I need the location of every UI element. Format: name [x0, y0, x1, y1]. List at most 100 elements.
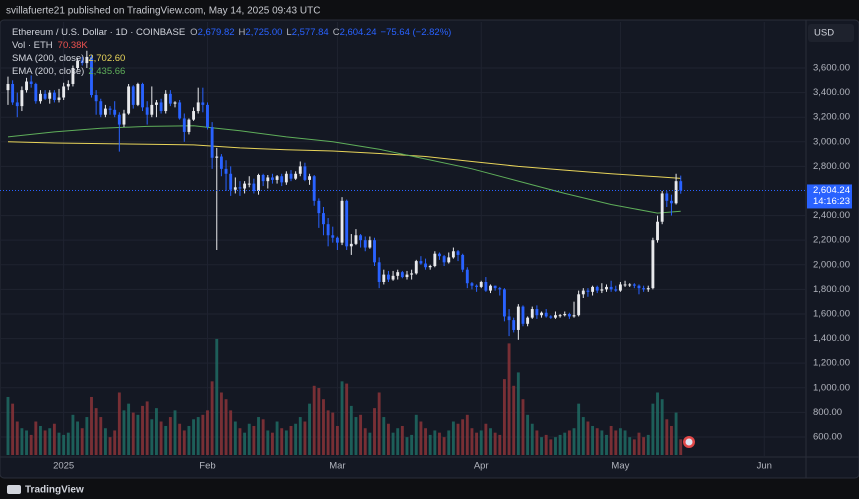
- volume-bar: [507, 343, 511, 455]
- currency[interactable]: USD: [814, 28, 834, 39]
- candle-body: [284, 173, 288, 183]
- candle-body: [331, 235, 335, 238]
- volume-bar: [164, 425, 168, 455]
- candle-body: [294, 173, 298, 179]
- candle-body: [322, 213, 325, 225]
- x-tick-label: May: [611, 461, 629, 472]
- volume-bar: [665, 419, 669, 455]
- candle-body: [461, 254, 465, 270]
- candle-body: [558, 315, 562, 317]
- y-tick-label: 1,600.00: [813, 308, 850, 319]
- legend-key: L: [286, 27, 291, 38]
- volume-bar: [549, 439, 553, 455]
- candle-body: [373, 240, 376, 263]
- candle-body: [136, 83, 140, 105]
- volume-bar: [391, 432, 395, 455]
- y-tick-label: 2,400.00: [813, 210, 850, 221]
- candle-body: [507, 316, 511, 321]
- candle-body: [609, 286, 613, 290]
- candle-body: [475, 285, 479, 287]
- candle-body: [150, 104, 154, 115]
- candle-body: [442, 256, 446, 263]
- volume-bar: [85, 417, 89, 455]
- volume-bar: [15, 421, 19, 455]
- candle-body: [206, 104, 209, 128]
- volume-bar: [465, 414, 469, 455]
- candle-body: [335, 237, 339, 243]
- candle-body: [113, 109, 117, 115]
- volume-bar: [275, 421, 279, 455]
- candle-body: [670, 200, 673, 204]
- volume-bar: [368, 432, 372, 455]
- volume-bar: [567, 430, 571, 455]
- volume-bar: [57, 432, 61, 455]
- volume-bar: [651, 403, 655, 455]
- y-tick-label: 800.00: [813, 407, 842, 418]
- volume-bar: [52, 423, 56, 455]
- y-tick-label: 3,000.00: [813, 136, 850, 147]
- legend-change: −75.64 (−2.82%): [381, 27, 452, 38]
- indicator-name: SMA (200, close): [12, 53, 84, 64]
- volume-bar: [563, 432, 567, 455]
- candle-body: [76, 60, 80, 68]
- volume-bar: [261, 419, 265, 455]
- candle-body: [215, 156, 219, 158]
- volume-bar: [219, 392, 223, 455]
- volume-bar: [674, 412, 678, 455]
- candle-body: [229, 173, 233, 190]
- candle-body: [271, 177, 274, 180]
- volume-bar: [6, 396, 10, 455]
- volume-bar: [451, 421, 455, 455]
- symbol: Ethereum / U.S. Dollar · 1D · COINBASE: [12, 27, 185, 38]
- candle-body: [368, 240, 372, 248]
- candle-body: [34, 83, 38, 102]
- candle-body: [210, 127, 214, 158]
- candle-body: [103, 108, 107, 115]
- volume-bar: [331, 412, 335, 455]
- volume-bar: [71, 414, 75, 455]
- volume-bar: [117, 392, 121, 455]
- candle-body: [554, 315, 557, 318]
- volume-bar: [600, 430, 604, 455]
- candle-body: [642, 288, 646, 290]
- y-tick-label: 3,400.00: [813, 87, 850, 98]
- indicator-legend: EMA (200, close) 2,435.66: [12, 66, 125, 77]
- x-tick-label: 2025: [53, 461, 74, 472]
- candle-body: [345, 200, 349, 247]
- volume-bar: [201, 414, 205, 455]
- candle-body: [173, 102, 177, 104]
- candle-body: [502, 289, 506, 317]
- volume-bar: [141, 405, 144, 455]
- volume-bar: [354, 417, 358, 455]
- currency-box[interactable]: [808, 24, 854, 42]
- footer: TradingView: [25, 485, 84, 496]
- candle-body: [178, 102, 182, 119]
- volume-bar: [238, 428, 242, 455]
- candle-body: [39, 93, 42, 102]
- volume-bar: [29, 434, 33, 455]
- candle-body: [438, 253, 441, 257]
- volume-bar: [90, 396, 93, 455]
- volume-bar: [34, 421, 38, 455]
- volume-bar: [442, 437, 446, 455]
- y-tick-label: 3,200.00: [813, 112, 850, 123]
- volume-bar: [294, 423, 298, 455]
- legend-open: 2,679.82: [198, 27, 235, 38]
- volume-bar: [414, 414, 418, 455]
- y-tick-label: 1,400.00: [813, 333, 850, 344]
- volume-bar: [243, 432, 247, 455]
- candle-body: [456, 251, 460, 255]
- candle-body: [6, 83, 10, 91]
- candle-body: [484, 281, 488, 291]
- indicator-value: 2,702.60: [88, 53, 125, 64]
- candle-body: [122, 113, 126, 125]
- volume-bar: [642, 437, 646, 455]
- indicator-legend: SMA (200, close) 2,702.60 EMA (200, close)…: [12, 53, 125, 77]
- candle-body: [261, 174, 265, 182]
- volume-bar: [196, 417, 200, 455]
- volume-bar: [419, 421, 423, 455]
- candle-body: [618, 284, 622, 291]
- volume-bar: [62, 434, 66, 455]
- candle-body: [419, 261, 423, 264]
- candle-body: [247, 183, 251, 185]
